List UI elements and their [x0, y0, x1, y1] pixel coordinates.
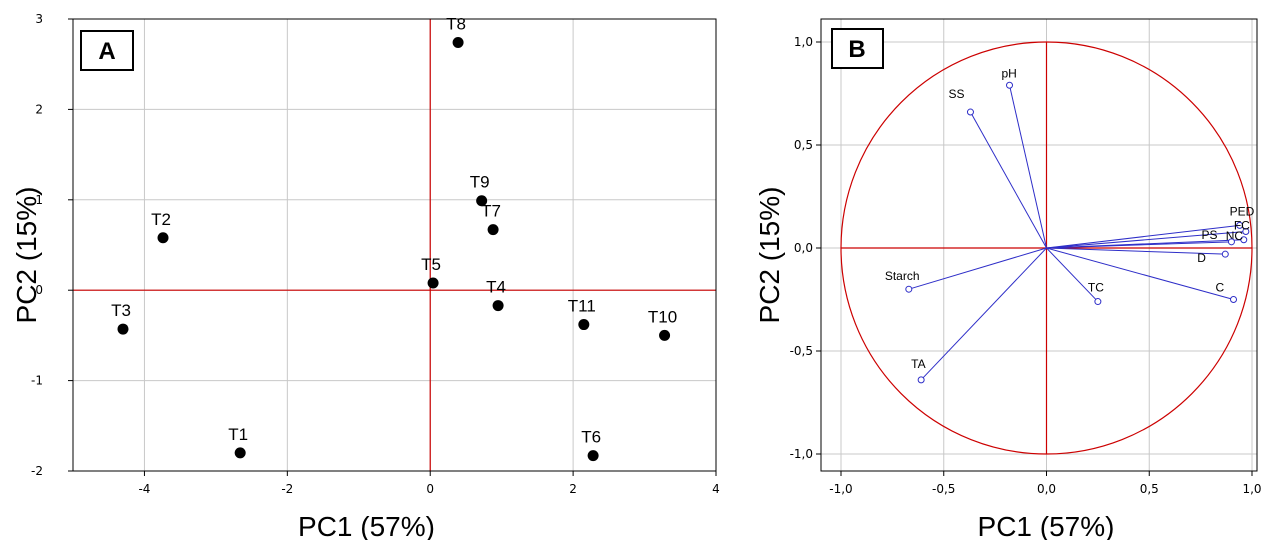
- data-point: [487, 224, 499, 236]
- x-tick-label: 0,0: [1037, 482, 1056, 496]
- panel-letter: B: [848, 36, 865, 63]
- x-tick-label: -1,0: [829, 482, 852, 496]
- loading-vector: [908, 247, 1047, 290]
- x-tick-label: -2: [281, 482, 293, 496]
- plot-frame: [820, 18, 1258, 472]
- y-tick-label: 1: [35, 193, 43, 207]
- y-tick-label: -1: [31, 374, 43, 388]
- panel-letter-box: [831, 28, 884, 69]
- panel-letter-box: [80, 30, 134, 71]
- loading-point: [1227, 238, 1235, 246]
- loading-point: [917, 376, 925, 384]
- loading-vector: [970, 111, 1047, 249]
- x-axis-title: PC1 (57%): [298, 511, 435, 540]
- point-label: T5: [421, 255, 441, 274]
- x-tick-label: 2: [569, 482, 577, 496]
- point-label: T3: [111, 301, 131, 320]
- y-tick-label: -1,0: [790, 447, 813, 461]
- x-axis-title: PC1 (57%): [978, 511, 1115, 540]
- loading-point: [966, 108, 974, 116]
- y-tick-label: 0,5: [794, 138, 813, 152]
- y-tick-label: -0,5: [790, 344, 813, 358]
- loading-point: [1094, 298, 1102, 306]
- x-tick-label: 4: [712, 482, 720, 496]
- data-point: [427, 277, 439, 289]
- data-point: [452, 37, 464, 49]
- x-tick-label: 1,0: [1242, 482, 1261, 496]
- point-label: T11: [568, 297, 596, 316]
- loading-vector: [1046, 247, 1226, 255]
- point-label: T6: [581, 428, 601, 447]
- data-point: [157, 232, 169, 244]
- y-axis-title: PC2 (15%): [754, 187, 785, 324]
- data-point: [492, 300, 504, 312]
- loading-point: [1240, 236, 1248, 244]
- y-tick-label: 2: [35, 102, 43, 116]
- loading-point: [1230, 296, 1238, 303]
- loading-label: TC: [1088, 281, 1104, 295]
- loading-label: TA: [911, 357, 925, 371]
- loading-label: PED: [1230, 204, 1255, 218]
- plot-frame: [72, 18, 717, 472]
- y-tick-label: 3: [35, 12, 43, 26]
- loading-point: [905, 285, 913, 293]
- loading-vector: [1046, 231, 1246, 249]
- data-point: [587, 450, 599, 462]
- loading-label: FC: [1234, 219, 1250, 233]
- loading-label: PS: [1201, 228, 1217, 242]
- x-tick-label: -4: [138, 482, 150, 496]
- loading-point: [1242, 228, 1250, 236]
- point-label: T1: [228, 425, 248, 444]
- y-tick-label: 0: [35, 283, 43, 297]
- loading-point: [1221, 250, 1229, 258]
- loading-vector: [1046, 224, 1240, 249]
- y-axis-title: PC2 (15%): [11, 187, 42, 324]
- loading-vector: [1046, 247, 1099, 302]
- loading-vector: [1046, 241, 1232, 249]
- loading-label: SS: [948, 87, 964, 101]
- pca-score-plot: -4 -2 0 2 4 -2 -1 0 1 2 3 T1 T2 T3 T4 T5 T6 T7 T8 T9 T10 T11 P…: [11, 12, 720, 540]
- point-label: T4: [486, 278, 506, 297]
- loading-label: C: [1216, 281, 1225, 295]
- point-label: T2: [151, 210, 171, 229]
- loading-point: [1236, 221, 1244, 229]
- panel-letter: A: [98, 38, 115, 65]
- x-tick-label: -0,5: [932, 482, 955, 496]
- y-tick-label: 0,0: [794, 241, 813, 255]
- x-tick-label: 0,5: [1140, 482, 1159, 496]
- y-tick-label: 1,0: [794, 35, 813, 49]
- loading-vector: [1009, 85, 1047, 249]
- data-point: [234, 447, 246, 459]
- point-label: T9: [470, 173, 490, 192]
- point-label: T8: [446, 15, 466, 34]
- loading-vector: [920, 247, 1047, 381]
- loading-label: D: [1197, 251, 1206, 265]
- x-tick-label: 0: [426, 482, 434, 496]
- pca-loading-plot: -1,0 -0,5 0,0 0,5 1,0 -1,0 -0,5 0,0 0,5 1,0 pH SS PE…: [754, 18, 1262, 540]
- loading-vector: [1046, 247, 1234, 300]
- point-label: T7: [481, 202, 501, 221]
- point-label: T10: [648, 307, 677, 326]
- data-point: [117, 323, 129, 335]
- y-tick-label: -2: [31, 464, 43, 478]
- data-point: [476, 195, 488, 207]
- data-point: [578, 319, 590, 331]
- loading-label: Starch: [885, 269, 920, 283]
- data-point: [659, 329, 671, 341]
- loading-point: [1006, 81, 1014, 89]
- loading-label: pH: [1002, 66, 1017, 80]
